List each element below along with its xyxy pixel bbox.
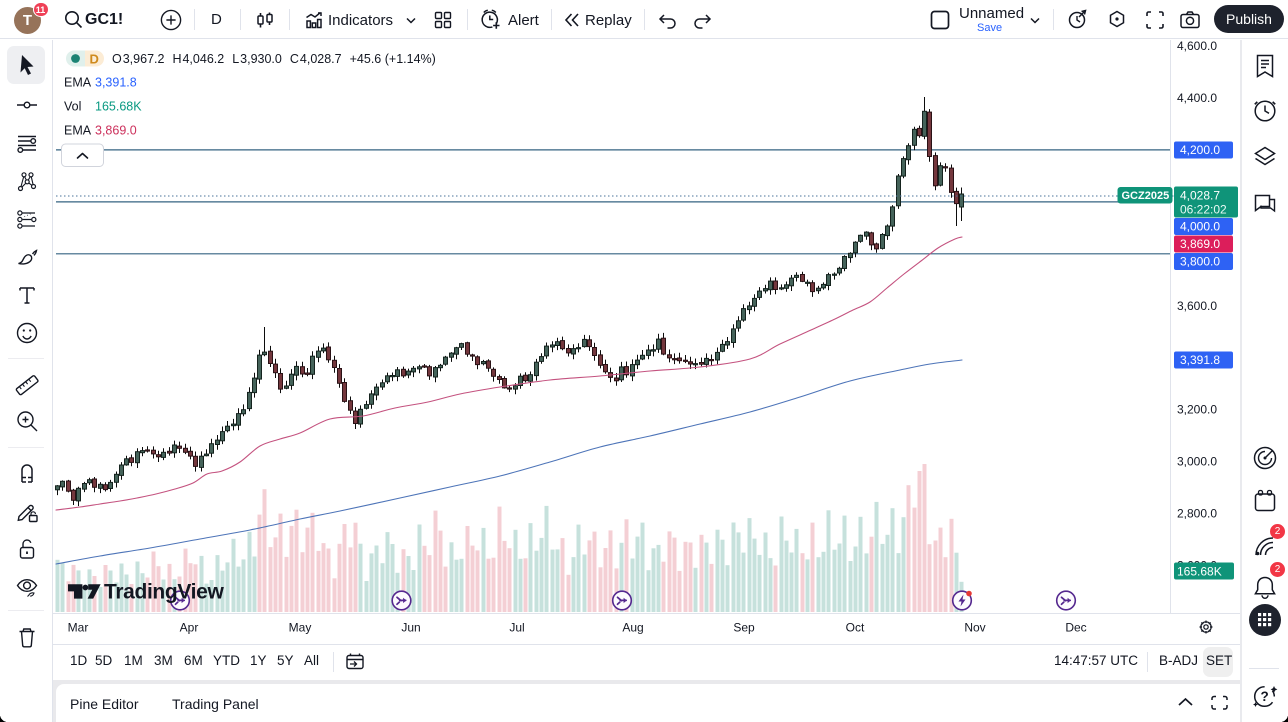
svg-text:3,391.8: 3,391.8 bbox=[95, 76, 137, 90]
svg-text:EMA: EMA bbox=[64, 76, 92, 90]
svg-text:Nov: Nov bbox=[964, 621, 985, 635]
svg-text:2,800.0: 2,800.0 bbox=[1177, 507, 1217, 521]
svg-text:Apr: Apr bbox=[180, 621, 199, 635]
svg-text:4,028.7: 4,028.7 bbox=[1180, 189, 1220, 203]
svg-text:May: May bbox=[289, 621, 312, 635]
svg-text:165.68K: 165.68K bbox=[1177, 565, 1222, 579]
svg-text:3,869.0: 3,869.0 bbox=[1180, 237, 1220, 251]
svg-text:Jun: Jun bbox=[401, 621, 420, 635]
svg-text:Oct: Oct bbox=[846, 621, 865, 635]
svg-text:Dec: Dec bbox=[1065, 621, 1086, 635]
svg-text:06:22:02: 06:22:02 bbox=[1180, 203, 1227, 217]
svg-text:Aug: Aug bbox=[622, 621, 643, 635]
svg-text:3,869.0: 3,869.0 bbox=[95, 124, 137, 138]
svg-text:Mar: Mar bbox=[68, 621, 89, 635]
svg-text:3,000.0: 3,000.0 bbox=[1177, 455, 1217, 469]
svg-text:EMA: EMA bbox=[64, 124, 92, 138]
svg-text:3,200.0: 3,200.0 bbox=[1177, 403, 1217, 417]
svg-text:3,600.0: 3,600.0 bbox=[1177, 299, 1217, 313]
svg-text:Jul: Jul bbox=[509, 621, 524, 635]
svg-text:GCZ2025: GCZ2025 bbox=[1122, 190, 1170, 202]
svg-text:D: D bbox=[90, 52, 99, 67]
svg-text:?: ? bbox=[1261, 689, 1269, 704]
svg-text:Sep: Sep bbox=[733, 621, 755, 635]
svg-text:TradingView: TradingView bbox=[104, 581, 224, 604]
svg-text:3,391.8: 3,391.8 bbox=[1180, 353, 1220, 367]
svg-text:4,400.0: 4,400.0 bbox=[1177, 91, 1217, 105]
svg-text:4,000.0: 4,000.0 bbox=[1180, 220, 1220, 234]
svg-text:O3,967.2H4,046.2L3,930.0C4,028: O3,967.2 H4,046.2 L3,930.0 C4,028.7 +45.6 (+… bbox=[112, 52, 436, 66]
svg-text:3,800.0: 3,800.0 bbox=[1180, 255, 1220, 269]
svg-text:4,600.0: 4,600.0 bbox=[1177, 39, 1217, 53]
svg-text:4,200.0: 4,200.0 bbox=[1180, 143, 1220, 157]
svg-text:165.68K: 165.68K bbox=[95, 100, 142, 114]
svg-text:Vol: Vol bbox=[64, 100, 81, 114]
